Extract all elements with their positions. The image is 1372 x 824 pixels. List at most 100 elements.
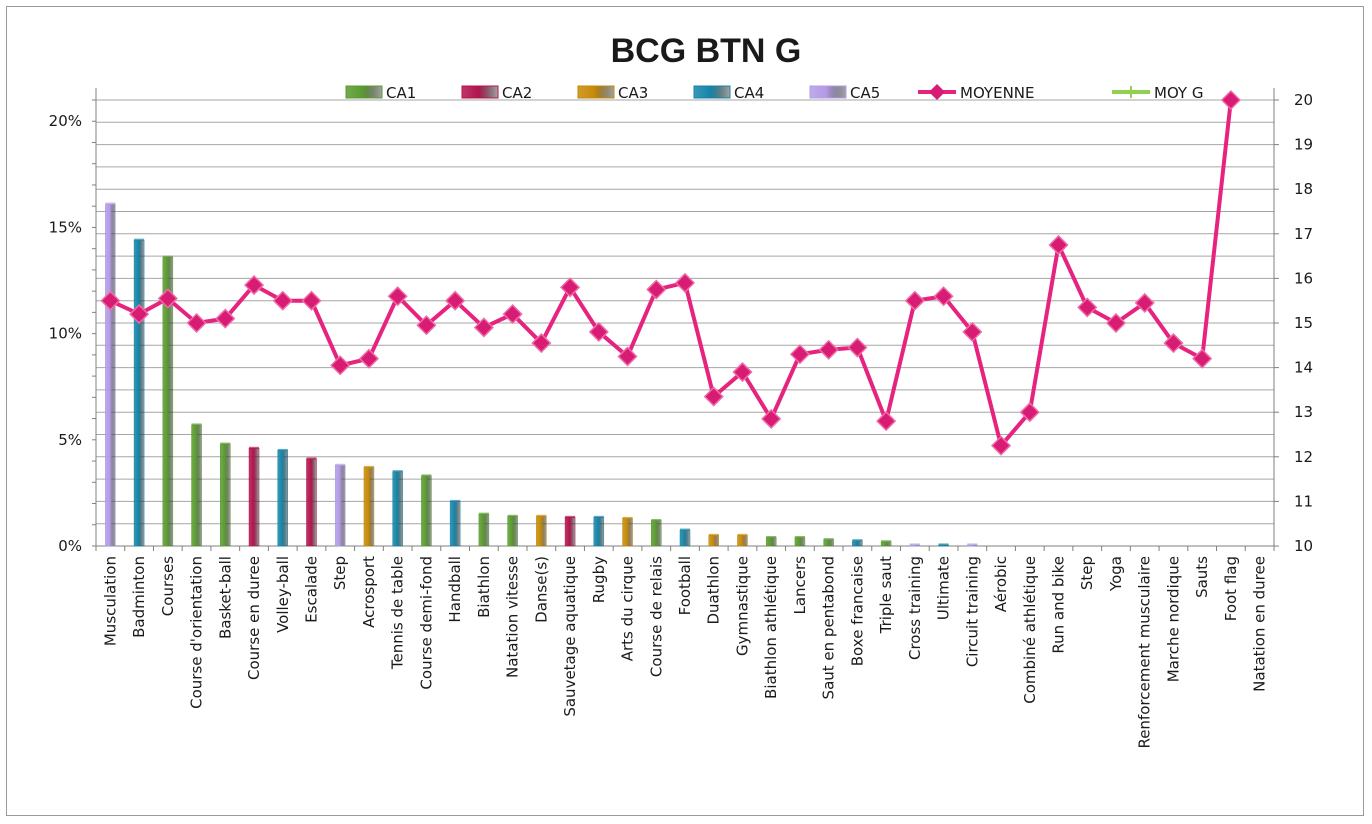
bar-ca4	[133, 239, 145, 547]
category-label: Boxe francaise	[848, 556, 866, 666]
bar-top	[105, 202, 116, 205]
moyenne-marker	[789, 344, 810, 365]
legend-swatch-ca5	[809, 85, 847, 99]
category-label: Lancers	[791, 556, 809, 615]
legend-label: CA3	[618, 84, 648, 102]
bar-ca1	[794, 537, 806, 547]
category-label: Basket-ball	[216, 556, 234, 639]
moyenne-marker	[1134, 292, 1155, 313]
bar-top	[881, 540, 892, 543]
moyenne-marker	[358, 348, 380, 369]
left-tick-label: 10%	[49, 325, 82, 343]
bar-top	[766, 536, 777, 539]
bar-top	[421, 474, 432, 477]
bar-ca4	[593, 517, 605, 547]
moyenne-marker	[818, 339, 839, 360]
bar-ca1	[421, 475, 432, 547]
category-label: Sauvetage aquatique	[561, 556, 579, 717]
moyenne-marker	[962, 321, 983, 342]
bars	[105, 202, 978, 547]
right-tick-label: 13	[1294, 403, 1313, 421]
bar-top	[938, 543, 949, 546]
moyenne-marker	[186, 312, 207, 334]
left-axis: 0% 5% 10% 15% 20%	[49, 88, 1275, 555]
bar-ca4	[449, 501, 461, 547]
bar-top	[162, 255, 173, 258]
bar-top	[450, 499, 461, 502]
bar-ca4	[277, 450, 289, 547]
bar-ca1	[191, 424, 202, 547]
moyenne-marker	[617, 346, 638, 367]
legend-label: CA5	[850, 84, 880, 102]
category-label: Biathlon	[475, 556, 493, 618]
moyenne-marker	[560, 277, 581, 298]
bar-ca5	[105, 203, 116, 547]
category-label: Gymnastique	[733, 556, 751, 656]
right-tick-label: 10	[1294, 537, 1313, 555]
moyenne-marker	[1077, 297, 1098, 318]
moyenne-marker	[243, 275, 265, 296]
legend-label: MOY G	[1154, 84, 1203, 102]
moyenne-marker	[588, 321, 609, 342]
moyenne-marker	[1220, 89, 1241, 111]
bar-ca4	[852, 540, 863, 547]
bar-top	[622, 516, 633, 519]
left-tick-label: 20%	[49, 112, 82, 130]
moyenne-marker	[531, 333, 552, 354]
right-tick-label: 14	[1294, 359, 1313, 377]
bar-top	[593, 515, 604, 518]
bar-top	[708, 533, 719, 536]
category-label: Natation en duree	[1251, 556, 1269, 692]
bar-top	[249, 446, 260, 449]
category-label: Triple saut	[877, 556, 895, 634]
bar-top	[392, 470, 403, 473]
moyenne-marker	[732, 361, 753, 383]
category-label: Combiné athlétique	[1021, 556, 1039, 704]
category-label: Step	[1078, 556, 1096, 590]
bar-top	[507, 514, 518, 517]
category-label: Escalade	[302, 556, 320, 623]
gridlines	[96, 99, 1274, 547]
category-label: Course en duree	[245, 556, 263, 680]
legend-swatch-ca2	[461, 85, 499, 99]
bar-top	[191, 423, 202, 426]
right-axis: 10 11 12 13 14 15 16 17 18 19 20	[1273, 88, 1313, 555]
category-label: Circuit training	[963, 556, 981, 667]
moyenne-marker	[330, 355, 351, 376]
bar-top	[478, 512, 489, 515]
category-label: Cross training	[906, 556, 924, 660]
bar-top	[651, 519, 662, 522]
right-tick-label: 11	[1294, 492, 1313, 510]
category-label: Course demi-fond	[417, 556, 435, 690]
moyenne-marker	[761, 408, 782, 429]
bar-ca1	[765, 537, 777, 547]
category-label: Tennis de table	[389, 556, 407, 670]
category-label: Rugby	[590, 556, 608, 603]
moyenne-marker	[674, 272, 696, 293]
left-tick-label: 0%	[58, 537, 82, 555]
category-label: Step	[331, 556, 349, 590]
category-label: Course d'orientation	[188, 556, 206, 709]
category-label: Danse(s)	[532, 556, 550, 623]
category-label: Musculation	[101, 556, 119, 646]
category-label: Aérobic	[992, 556, 1010, 612]
bar-top	[852, 539, 863, 542]
moyenne-marker	[703, 386, 724, 407]
bar-ca2	[248, 448, 260, 547]
bar-ca3	[622, 518, 633, 547]
moyenne-polyline	[109, 99, 1233, 448]
legend-swatch-ca4	[693, 85, 731, 99]
category-label: Yoga	[1107, 556, 1125, 592]
moyenne-marker	[129, 304, 150, 325]
bar-top	[220, 442, 231, 445]
category-label: Volley-ball	[274, 556, 292, 633]
bar-top	[565, 515, 576, 518]
category-label: Natation vitesse	[504, 556, 522, 678]
moyenne-marker	[445, 290, 466, 311]
right-tick-label: 15	[1294, 314, 1313, 332]
moyenne-marker	[933, 286, 954, 307]
legend-label: CA4	[734, 84, 764, 102]
moyenne-marker	[416, 315, 437, 336]
bar-ca1	[651, 520, 662, 547]
